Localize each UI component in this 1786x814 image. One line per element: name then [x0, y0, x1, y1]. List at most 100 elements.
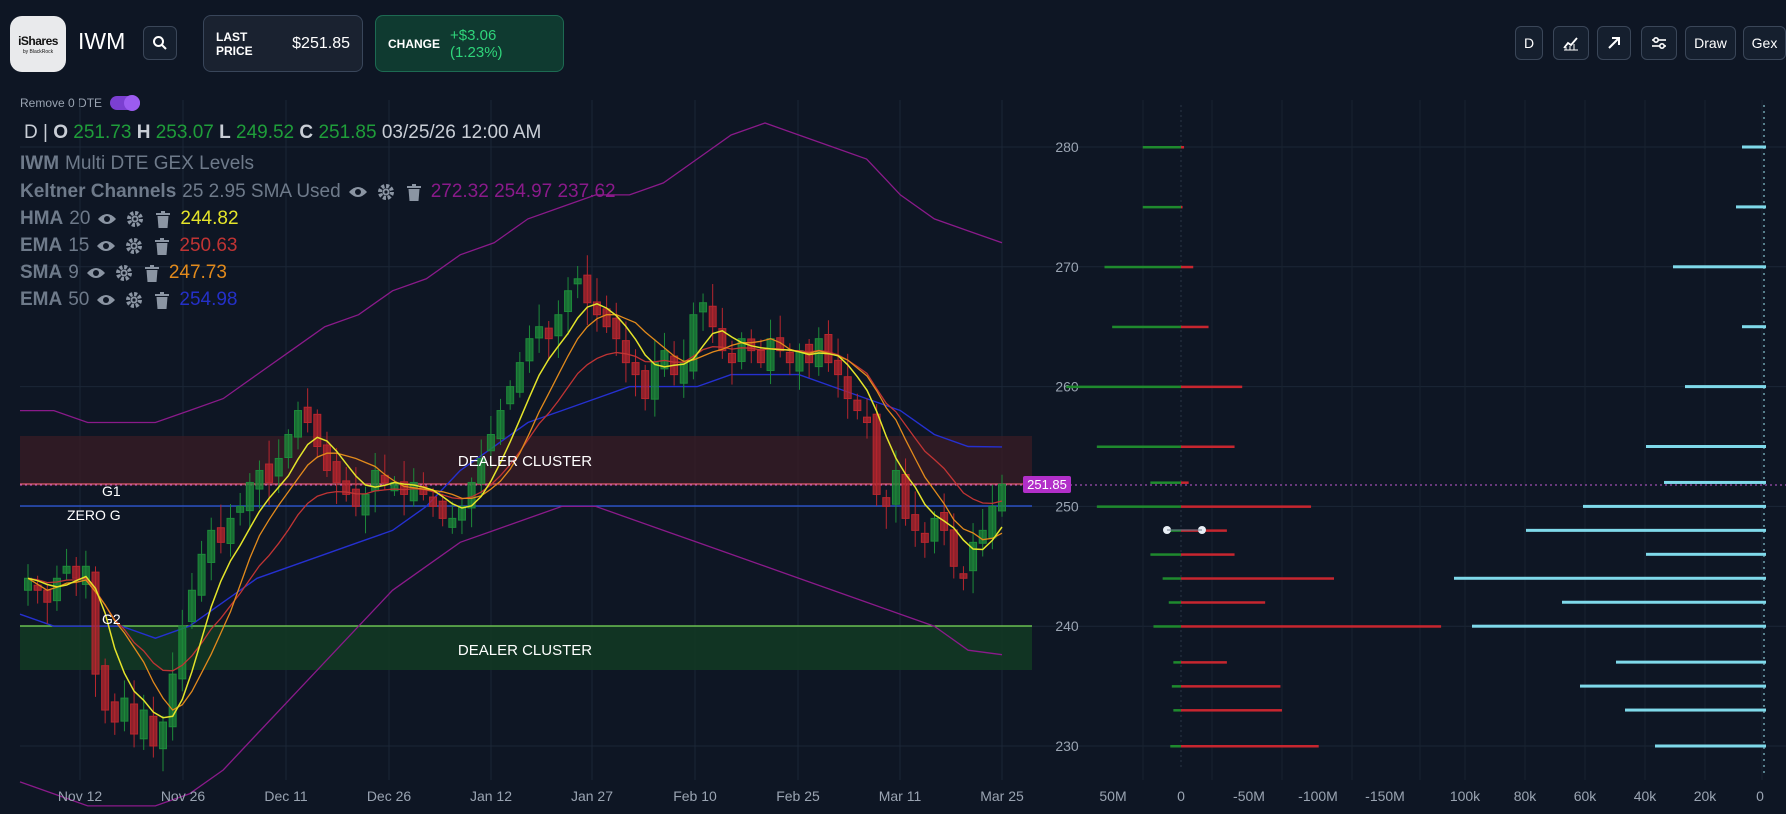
- trend-arrow-button[interactable]: [1597, 26, 1631, 60]
- x-tick-label: Dec 26: [367, 788, 412, 804]
- gex-call-bar: [1150, 481, 1181, 484]
- x-tick-label: Nov 26: [161, 788, 206, 804]
- gex-put-bar: [1181, 577, 1334, 580]
- y-tick-label: 250: [1055, 498, 1079, 514]
- candle-body: [631, 362, 640, 376]
- gex-button[interactable]: Gex: [1743, 26, 1786, 60]
- candle-body: [342, 480, 351, 495]
- candle-body: [91, 571, 100, 675]
- search-button[interactable]: [143, 26, 177, 60]
- date-axis: Nov 12 Nov 26 Dec 11 Dec 26 Jan 12 Jan 27 Feb …: [58, 788, 1024, 804]
- candle-body: [313, 413, 322, 447]
- eye-icon[interactable]: [85, 262, 107, 284]
- trash-icon[interactable]: [151, 235, 173, 257]
- keltner-name: Keltner Channels: [20, 181, 177, 202]
- candle-body: [612, 317, 621, 340]
- gear-icon[interactable]: [113, 262, 135, 284]
- candle-body: [544, 327, 553, 340]
- eye-icon[interactable]: [95, 235, 117, 257]
- legend-title-desc: Multi DTE GEX Levels: [65, 153, 255, 174]
- candle-body: [621, 340, 630, 364]
- candle-body: [303, 406, 312, 424]
- candle-body: [573, 278, 582, 285]
- last-price-value: $251.85: [292, 34, 350, 52]
- candle-body: [862, 416, 871, 424]
- timeframe-button[interactable]: D: [1515, 26, 1543, 60]
- candle-body: [843, 376, 852, 400]
- candle-body: [795, 350, 804, 372]
- zero-g-label: ZERO G: [67, 507, 121, 523]
- moving-averages: [27, 302, 1003, 719]
- oi-bar: [1742, 145, 1766, 149]
- oi-bar: [1580, 684, 1766, 688]
- candlesticks: [24, 255, 1006, 772]
- eye-icon[interactable]: [96, 208, 118, 230]
- g1-label: G1: [102, 483, 121, 499]
- gex-call-bar: [1168, 601, 1181, 604]
- candle-body: [236, 505, 245, 513]
- gear-icon[interactable]: [123, 289, 145, 311]
- draw-button[interactable]: Draw: [1685, 26, 1736, 60]
- gex-tick-label: 0: [1177, 788, 1185, 804]
- candle-body: [159, 721, 168, 750]
- candle-body: [506, 386, 515, 405]
- trash-icon[interactable]: [141, 262, 163, 284]
- gex-put-bar: [1181, 205, 1183, 209]
- oi-bar: [1526, 528, 1766, 532]
- gear-icon[interactable]: [123, 235, 145, 257]
- x-tick-label: Jan 12: [470, 788, 512, 804]
- trash-icon[interactable]: [403, 181, 425, 203]
- remove-0dte-label: Remove 0 DTE: [20, 96, 103, 110]
- gex-put-bar: [1181, 661, 1227, 664]
- gex-call-bar: [1142, 205, 1181, 209]
- candle-body: [496, 410, 505, 440]
- gex-put-bar: [1181, 625, 1442, 628]
- candle-body: [52, 577, 61, 602]
- candle-body: [689, 314, 698, 372]
- candle-body: [101, 665, 110, 711]
- settings-sliders-button[interactable]: [1641, 26, 1677, 60]
- gex-call-bar: [1170, 745, 1181, 748]
- remove-0dte-toggle[interactable]: [110, 95, 141, 111]
- gex-put-bar: [1181, 685, 1281, 688]
- legend-ema50: EMA 50 254.98: [20, 289, 238, 311]
- price-tag: [1023, 476, 1071, 493]
- candle-body: [930, 517, 939, 542]
- chart-line-icon: [1563, 37, 1578, 51]
- trash-icon[interactable]: [152, 208, 174, 230]
- last-price-label: LAST PRICE: [216, 29, 253, 58]
- y-tick-label: 270: [1055, 259, 1079, 275]
- gex-call-bar: [1173, 661, 1181, 664]
- candle-body: [274, 457, 283, 477]
- gex-call-bar: [1168, 529, 1181, 532]
- sma9-param: 9: [68, 262, 79, 283]
- low-label: L: [219, 122, 231, 143]
- candle-body: [120, 697, 129, 722]
- last-price-pill: LAST PRICE $251.85: [203, 15, 363, 72]
- oi-bar: [1646, 552, 1766, 556]
- candle-body: [756, 349, 765, 364]
- ema50-param: 50: [68, 289, 90, 310]
- indicators-button[interactable]: [1553, 26, 1589, 60]
- gear-icon[interactable]: [375, 181, 397, 203]
- gex-put-bar: [1181, 505, 1312, 508]
- eye-icon[interactable]: [95, 289, 117, 311]
- dealer-cluster-lower-label: DEALER CLUSTER: [458, 642, 592, 659]
- candle-body: [564, 290, 573, 313]
- gear-icon[interactable]: [124, 208, 146, 230]
- candle-body: [872, 413, 881, 495]
- candle-body: [901, 473, 910, 519]
- candle-body: [727, 352, 736, 364]
- x-tick-label: Nov 12: [58, 788, 103, 804]
- gex-put-bar: [1181, 265, 1194, 269]
- ishares-logo[interactable]: iShares by BlackRock: [10, 16, 66, 72]
- candle-body: [33, 584, 42, 591]
- oi-bar: [1583, 504, 1766, 508]
- eye-icon[interactable]: [347, 181, 369, 203]
- gex-put-bar: [1181, 146, 1185, 149]
- open-interest-axis: 100k 80k 60k 40k 20k 0: [1450, 788, 1764, 804]
- trash-icon[interactable]: [151, 289, 173, 311]
- candle-body: [216, 527, 225, 543]
- x-tick-label: Jan 27: [571, 788, 613, 804]
